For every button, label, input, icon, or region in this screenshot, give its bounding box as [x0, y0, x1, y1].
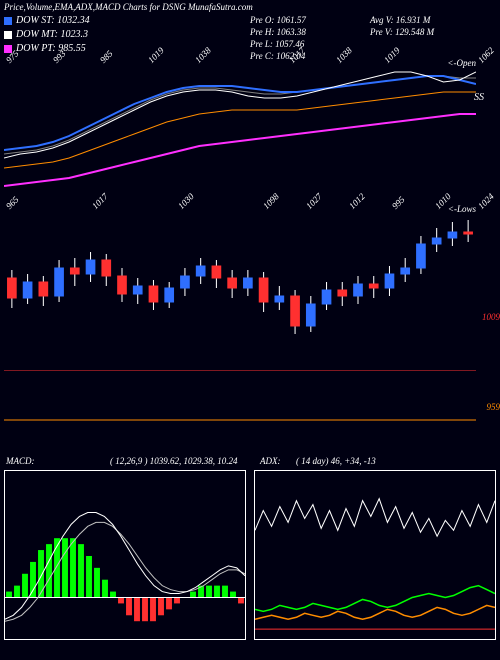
x-tick: 1024: [476, 191, 496, 211]
price-end-label: SS: [474, 92, 484, 103]
macd-chart: [5, 471, 245, 639]
macd-label: MACD:: [6, 456, 35, 466]
adx-label-prefix: ADX:: [260, 456, 281, 466]
swatch-st: [4, 17, 12, 25]
adx-chart: [255, 471, 495, 639]
macd-panel: [4, 470, 246, 640]
swatch-mt: [4, 31, 12, 39]
price-lines: [4, 62, 476, 192]
axis-lows-label: <-Lows: [448, 204, 476, 214]
stat-h: Pre H: 1063.38: [250, 26, 306, 38]
vol-panel: [4, 370, 476, 450]
candlesticks: [4, 208, 476, 358]
chart-title: Price,Volume,EMA,ADX,MACD Charts for DSN…: [0, 0, 500, 14]
stat-o: Pre O: 1061.57: [250, 14, 306, 26]
stat-avgv: Avg V: 16.931 M: [370, 14, 434, 26]
candle-panel: 9651017103010981027101299510101024 <-Low…: [4, 208, 476, 358]
vol-stats: Avg V: 16.931 M Pre V: 129.548 M: [370, 14, 434, 38]
adx-panel: [254, 470, 496, 640]
price-panel: 975993985101910381017103810191062 <-Open…: [4, 62, 476, 192]
adx-params: ( 14 day) 46, +34, -13: [296, 456, 376, 466]
axis-open-label: <-Open: [447, 58, 476, 68]
macd-params: ( 12,26,9 ) 1039.62, 1029.38, 10.24: [110, 456, 238, 466]
vol-lines: [4, 370, 476, 450]
y-label: 959: [487, 402, 500, 412]
legend-mt: DOW MT: 1023.3: [16, 28, 88, 42]
y-label: 1009: [482, 312, 500, 322]
stat-prev: Pre V: 129.548 M: [370, 26, 434, 38]
legend-st: DOW ST: 1032.34: [16, 14, 90, 28]
legend-pt: DOW PT: 985.55: [16, 42, 86, 56]
